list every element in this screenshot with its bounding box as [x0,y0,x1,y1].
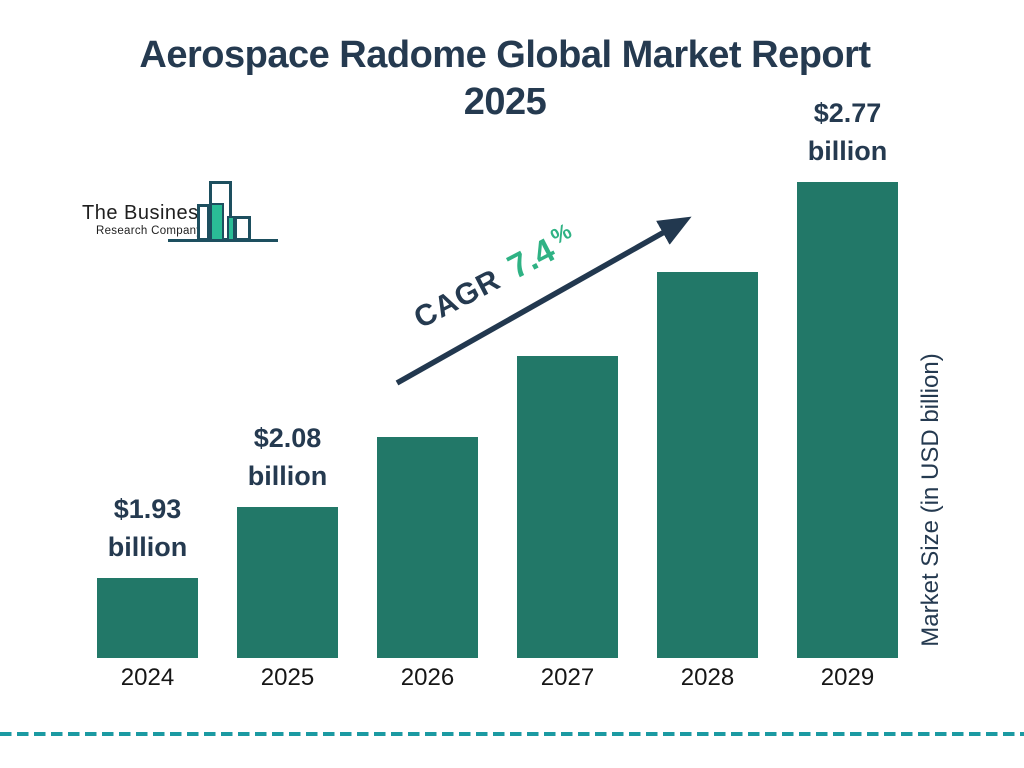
chart-title-line1: Aerospace Radome Global Market Report [139,34,871,76]
x-tick-2028: 2028 [680,664,735,691]
y-axis-label: Market Size (in USD billion) [917,353,944,647]
x-tick-2024: 2024 [120,664,175,691]
chart-title-line2: 2025 [463,81,547,123]
bar-2025 [237,507,338,658]
x-tick-2027: 2027 [540,664,595,691]
value-label-2024: $1.93 billion [107,494,188,562]
logo-subname: Research Company [96,225,203,237]
bar-2024 [97,578,198,658]
chart-title: Aerospace Radome Global Market Report 20… [0,32,1010,126]
logo-name: The Business [82,202,210,224]
x-tick-2029: 2029 [820,664,875,691]
x-tick-2025: 2025 [260,664,315,691]
value-label-2025: $2.08 billion [247,423,328,492]
bar-2029 [797,182,898,658]
bar-2026 [377,436,478,658]
bar-2028 [657,271,758,658]
value-label-2029: $2.77 billion [807,98,888,166]
bar-2027 [517,356,618,658]
x-tick-2026: 2026 [400,664,455,691]
